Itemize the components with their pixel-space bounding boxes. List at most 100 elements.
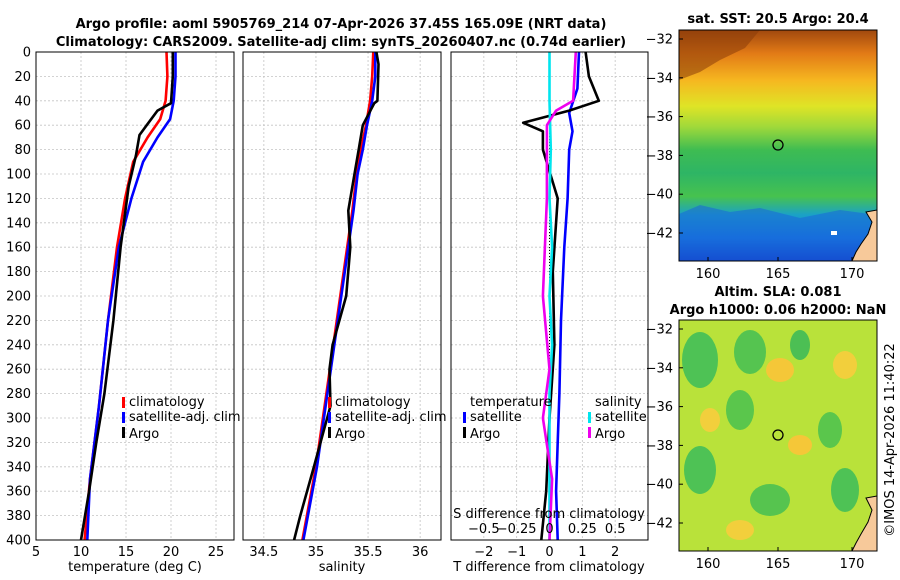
x-tick-label: 15 — [118, 545, 135, 560]
x-tick-label: 1 — [578, 545, 586, 560]
x-tick-label: 5 — [32, 545, 40, 560]
legend-label-t-argo: Argo — [470, 427, 500, 442]
sst-map-title: sat. SST: 20.5 Argo: 20.4 — [687, 12, 868, 27]
series-line-satellite-adj-clim — [86, 52, 177, 541]
legend-label-satellite-adj: satellite-adj. clim — [129, 410, 241, 425]
sla-argo-location-marker — [772, 429, 784, 441]
series-line-satellite-adj-clim — [302, 52, 377, 541]
lon-tick-label: 165 — [766, 557, 791, 572]
sla-low-anomaly — [790, 330, 810, 360]
depth-tick-label: 340 — [6, 460, 31, 475]
lat-tick-label: −34 — [646, 71, 673, 86]
depth-tick-label: 240 — [6, 338, 31, 353]
salinity-xlabel: salinity — [319, 560, 366, 575]
sla-low-anomaly — [831, 468, 859, 512]
legend-swatch-t-argo — [463, 427, 466, 438]
sla-low-anomaly — [684, 446, 716, 494]
legend-label-satellite-adj: satellite-adj. clim — [335, 410, 447, 425]
depth-tick-label: 220 — [6, 314, 31, 329]
sst-argo-location-marker — [772, 139, 784, 151]
x-tick-label: 35 — [308, 545, 325, 560]
salinity-tick-labels: 34.5 35 35.5 36 — [249, 545, 428, 560]
lat-tick-label: −32 — [646, 33, 673, 48]
depth-tick-label: 60 — [14, 119, 31, 134]
depth-tick-label: 380 — [6, 509, 31, 524]
series-line-argo — [79, 52, 175, 541]
legend-label-argo: Argo — [129, 427, 159, 442]
temperature-xlabel: temperature (deg C) — [68, 560, 202, 575]
lat-tick-label: −34 — [646, 361, 673, 376]
t-difference-tick-labels: −2 −1 0 1 2 — [474, 545, 619, 560]
series-line-s-satellite — [548, 52, 554, 540]
sst-land-new-zealand — [851, 209, 877, 261]
x-tick-label: 20 — [163, 545, 180, 560]
depth-tick-label: 200 — [6, 290, 31, 305]
depth-tick-label: 360 — [6, 485, 31, 500]
x-tick-label: 35.5 — [354, 545, 383, 560]
legend-label-argo: Argo — [335, 427, 365, 442]
series-line-s-argo — [541, 51, 578, 541]
series-line-argo — [292, 51, 380, 541]
depth-tick-label: 20 — [14, 70, 31, 85]
lat-tick-label: −42 — [646, 517, 673, 532]
sla-low-anomaly — [682, 332, 718, 388]
lat-tick-label: −38 — [646, 149, 673, 164]
depth-tick-label: 120 — [6, 192, 31, 207]
temperature-grid — [35, 51, 234, 541]
s-tick-label: −0.25 — [497, 522, 537, 537]
legend-title-salinity: salinity — [595, 395, 642, 410]
salinity-axes-box — [242, 51, 442, 541]
legend-title-temperature: temperature — [470, 395, 552, 410]
sla-high-anomaly — [766, 358, 794, 382]
temperature-axes-box — [35, 51, 235, 541]
depth-tick-label: 80 — [14, 143, 31, 158]
sla-land-new-zealand — [851, 495, 877, 551]
legend-label-s-argo: Argo — [595, 427, 625, 442]
sla-map: Altim. SLA: 0.081 Argo h1000: 0.06 h2000… — [646, 285, 887, 572]
sst-latitude-ticks: −32 −34 −36 −38 −40 −42 — [646, 33, 683, 242]
sla-map-title-line2: Argo h1000: 0.06 h2000: NaN — [670, 303, 887, 318]
lon-tick-label: 160 — [696, 557, 721, 572]
sla-latitude-ticks: −32 −34 −36 −38 −40 −42 — [646, 323, 683, 532]
sst-missing-data — [831, 231, 837, 235]
sla-high-anomaly — [700, 408, 720, 432]
difference-panel: −2 −1 0 1 2 −0.5−0.25 0 0.25 0.5 S difference f… — [450, 51, 649, 575]
lat-tick-label: −42 — [646, 227, 673, 242]
temperature-legend: climatology satellite-adj. clim Argo — [122, 395, 241, 442]
legend-swatch-s-argo — [588, 427, 591, 438]
legend-swatch-argo — [328, 427, 331, 438]
lat-tick-label: −38 — [646, 439, 673, 454]
lon-tick-label: 170 — [840, 267, 865, 282]
legend-swatch-satellite-adj — [328, 412, 331, 423]
sla-high-anomaly — [726, 520, 754, 540]
depth-tick-labels: 0 20 40 60 80 100 120 140 160 180 200 220 240 260 280 3… — [6, 46, 31, 549]
x-tick-label: 0 — [545, 545, 553, 560]
legend-swatch-climatology — [122, 397, 125, 408]
legend-label-climatology: climatology — [335, 395, 411, 410]
lat-tick-label: −40 — [646, 478, 673, 493]
lat-tick-label: −40 — [646, 188, 673, 203]
x-tick-label: −2 — [474, 545, 493, 560]
sla-low-anomaly — [726, 390, 754, 430]
s-difference-tick-labels: −0.5−0.25 0 0.25 0.5 — [468, 522, 625, 537]
x-tick-label: 25 — [208, 545, 225, 560]
sst-warm-patch — [679, 30, 760, 80]
depth-tick-label: 160 — [6, 241, 31, 256]
lon-tick-label: 160 — [696, 267, 721, 282]
s-tick-label: −0.5 — [468, 522, 500, 537]
sst-map: sat. SST: 20.5 Argo: 20.4 −32 −34 −36 −38 −4… — [646, 12, 878, 282]
depth-tick-label: 320 — [6, 436, 31, 451]
depth-tick-label: 300 — [6, 412, 31, 427]
depth-tick-label: 140 — [6, 216, 31, 231]
x-tick-label: 2 — [611, 545, 619, 560]
depth-tick-label: 100 — [6, 168, 31, 183]
figure-title-line1: Argo profile: aoml 5905769_214 07-Apr-20… — [76, 17, 607, 32]
depth-tick-label: 180 — [6, 265, 31, 280]
lon-tick-label: 165 — [766, 267, 791, 282]
sla-high-anomaly — [788, 435, 812, 455]
difference-series — [521, 51, 601, 541]
salinity-series — [292, 51, 380, 541]
sla-longitude-ticks: 160 165 170 — [696, 547, 864, 572]
temperature-tick-labels: 5 10 15 20 25 — [32, 545, 224, 560]
lat-tick-label: −36 — [646, 110, 673, 125]
